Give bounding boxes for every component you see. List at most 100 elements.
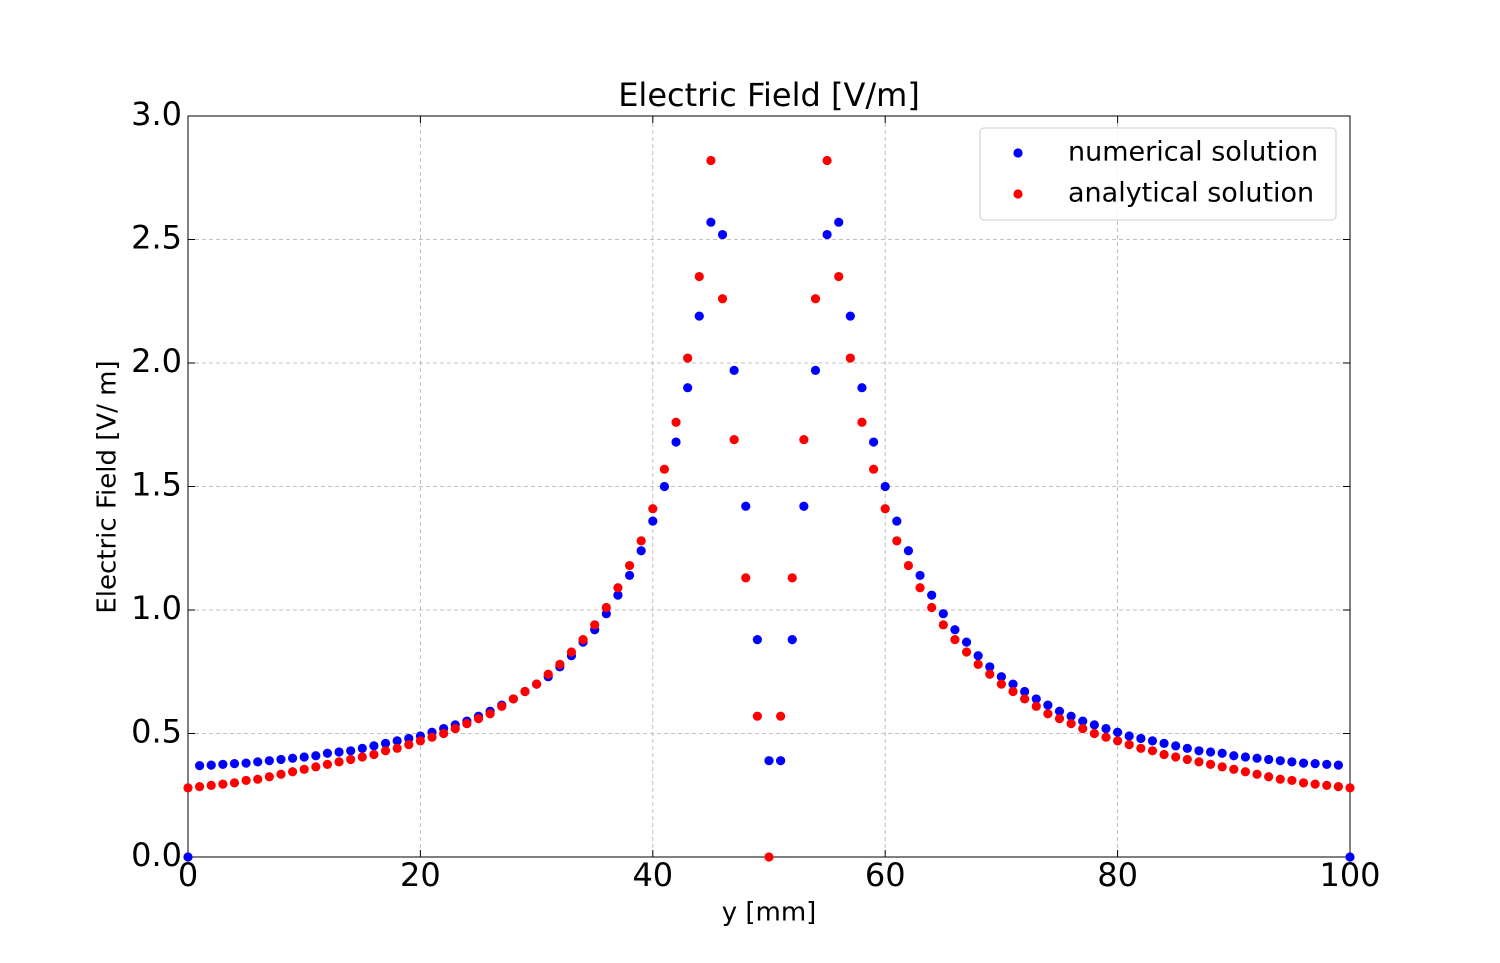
- point: [1066, 719, 1076, 729]
- point: [1020, 694, 1030, 704]
- point: [845, 353, 855, 363]
- point: [206, 780, 216, 790]
- legend-label: numerical solution: [1068, 137, 1318, 168]
- point: [357, 743, 367, 753]
- point: [1159, 738, 1169, 748]
- point: [334, 757, 344, 767]
- y-tick-label: 3.0: [131, 95, 182, 133]
- point: [462, 719, 472, 729]
- point: [1264, 772, 1274, 782]
- point: [276, 754, 286, 765]
- point: [868, 437, 879, 447]
- y-tick-label: 2.5: [131, 219, 182, 257]
- point: [764, 756, 774, 766]
- point: [1182, 754, 1192, 765]
- point: [1043, 709, 1053, 719]
- point: [822, 155, 832, 166]
- point: [1298, 778, 1309, 788]
- point: [671, 437, 681, 447]
- point: [253, 774, 263, 784]
- point: [694, 311, 704, 321]
- point: [996, 672, 1007, 682]
- point: [1240, 767, 1251, 777]
- point: [241, 775, 251, 786]
- point: [311, 751, 321, 761]
- point: [1159, 749, 1169, 760]
- point: [903, 560, 914, 571]
- point: [1066, 711, 1076, 721]
- point: [1322, 759, 1332, 769]
- point: [892, 516, 902, 526]
- point: [1124, 740, 1134, 750]
- point: [671, 417, 681, 427]
- point: [195, 761, 205, 771]
- point: [485, 709, 495, 719]
- point: [1113, 736, 1123, 746]
- point: [1113, 727, 1123, 737]
- point: [810, 294, 821, 304]
- point: [1252, 753, 1262, 763]
- point: [1229, 751, 1239, 761]
- point: [1101, 732, 1111, 742]
- point: [1194, 757, 1204, 767]
- point: [218, 759, 228, 769]
- point: [1345, 852, 1355, 862]
- point: [241, 758, 251, 768]
- point: [1310, 779, 1320, 789]
- point: [880, 481, 890, 492]
- point: [601, 602, 611, 613]
- point: [195, 782, 205, 792]
- point: [183, 783, 193, 793]
- point: [1031, 701, 1041, 711]
- point: [346, 746, 356, 756]
- point: [717, 294, 728, 304]
- point: [659, 464, 670, 474]
- point: [1043, 700, 1053, 710]
- point: [938, 620, 948, 630]
- point: [555, 659, 565, 669]
- point: [776, 711, 786, 721]
- point: [636, 536, 646, 546]
- point: [1078, 716, 1088, 726]
- point: [415, 736, 425, 746]
- point: [706, 155, 716, 166]
- point: [1031, 694, 1041, 704]
- point: [229, 759, 240, 769]
- point: [253, 757, 263, 767]
- point: [810, 365, 821, 376]
- point: [1171, 752, 1181, 762]
- point: [741, 573, 751, 583]
- point: [729, 434, 739, 445]
- point: [683, 353, 693, 363]
- point: [799, 501, 809, 511]
- point: [950, 635, 960, 645]
- point: [183, 852, 193, 862]
- point: [1147, 746, 1158, 756]
- point: [532, 679, 542, 689]
- point: [915, 570, 925, 581]
- point: [1345, 783, 1355, 793]
- point: [729, 365, 739, 376]
- point: [1147, 736, 1158, 746]
- point: [752, 711, 762, 721]
- point: [613, 590, 623, 600]
- point: [1054, 714, 1065, 724]
- point: [1217, 762, 1227, 772]
- point: [706, 217, 716, 227]
- point: [764, 852, 774, 862]
- point: [392, 743, 402, 753]
- point: [961, 647, 972, 657]
- point: [1089, 728, 1099, 739]
- point: [1089, 720, 1099, 730]
- point: [1171, 741, 1181, 751]
- point: [578, 635, 588, 645]
- point: [1136, 733, 1146, 744]
- point: [624, 560, 635, 571]
- point: [1124, 731, 1134, 741]
- point: [508, 694, 518, 704]
- point: [636, 546, 646, 556]
- point: [1194, 746, 1204, 756]
- point: [1205, 747, 1216, 757]
- x-tick-label: 60: [865, 856, 906, 894]
- point: [961, 637, 972, 647]
